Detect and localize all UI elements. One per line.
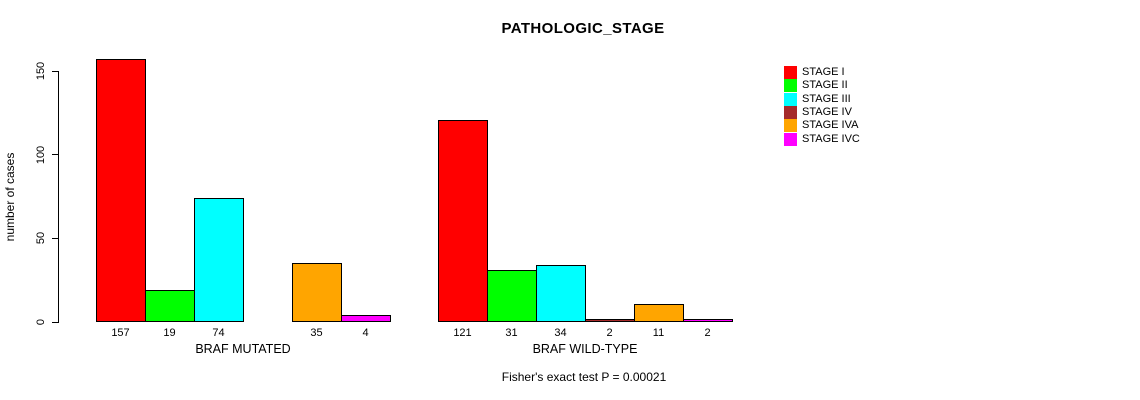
bar-value-label: 34 [554, 327, 567, 339]
bar-value-label: 31 [505, 327, 518, 339]
bar-stage-ivc-braf-wild-type [683, 318, 733, 322]
legend-swatch [784, 79, 797, 93]
bar-stage-iva-braf-wild-type [634, 303, 684, 322]
legend-swatch [784, 92, 797, 106]
legend-label: STAGE III [802, 92, 851, 105]
legend-label: STAGE IV [802, 106, 852, 119]
legend-item-stage-iii: STAGE III [784, 92, 851, 106]
bar-stage-ivc-braf-mutated [341, 315, 391, 322]
y-axis-tick [52, 154, 59, 156]
legend-item-stage-iva: STAGE IVA [784, 119, 859, 133]
legend-label: STAGE IVC [802, 132, 860, 145]
bar-stage-ii-braf-wild-type [487, 270, 537, 322]
bar-stage-iii-braf-mutated [194, 198, 244, 322]
legend-item-stage-ivc: STAGE IVC [784, 132, 860, 146]
y-axis-tick-label: 100 [35, 145, 47, 164]
bar-stage-iv-braf-wild-type [585, 318, 635, 322]
bar-stage-i-braf-mutated [96, 59, 146, 322]
bar-stage-i-braf-wild-type [438, 119, 488, 322]
bar-value-label: 19 [163, 327, 176, 339]
bar-value-label: 74 [212, 327, 225, 339]
y-axis-tick-label: 0 [35, 318, 47, 326]
bar-value-label: 11 [652, 327, 665, 339]
group-label-braf-mutated: BRAF MUTATED [195, 342, 291, 356]
bar-value-label: 4 [362, 327, 369, 339]
bar-value-label: 2 [606, 327, 613, 339]
bar-stage-iii-braf-wild-type [536, 265, 586, 322]
legend-label: STAGE I [802, 66, 845, 78]
y-axis-line [58, 71, 59, 323]
y-axis-title: number of cases [3, 152, 17, 242]
legend-swatch [784, 132, 797, 146]
legend-item-stage-iv: STAGE IV [784, 106, 852, 120]
bar-value-label: 35 [310, 327, 323, 339]
legend-swatch [784, 119, 797, 133]
legend-swatch [784, 106, 797, 120]
bar-value-label: 2 [704, 327, 711, 339]
group-label-braf-wild-type: BRAF WILD-TYPE [532, 342, 638, 356]
bar-stage-ii-braf-mutated [145, 290, 195, 322]
chart-title: PATHOLOGIC_STAGE [501, 20, 665, 37]
legend-item-stage-i: STAGE I [784, 66, 845, 79]
bar-stage-iva-braf-mutated [292, 263, 342, 322]
y-axis-tick-label: 150 [35, 61, 47, 81]
y-axis-tick [52, 237, 59, 239]
annotation-text: Fisher's exact test P = 0.00021 [501, 370, 667, 384]
bar-value-label: 157 [111, 327, 130, 339]
y-axis-tick [52, 321, 59, 323]
legend-swatch [784, 66, 797, 79]
legend-label: STAGE IVA [802, 119, 859, 132]
y-axis-tick-label: 50 [35, 232, 47, 245]
bar-value-label: 121 [453, 327, 472, 339]
legend-label: STAGE II [802, 79, 848, 92]
legend-item-stage-ii: STAGE II [784, 79, 848, 93]
y-axis-tick [52, 70, 59, 72]
